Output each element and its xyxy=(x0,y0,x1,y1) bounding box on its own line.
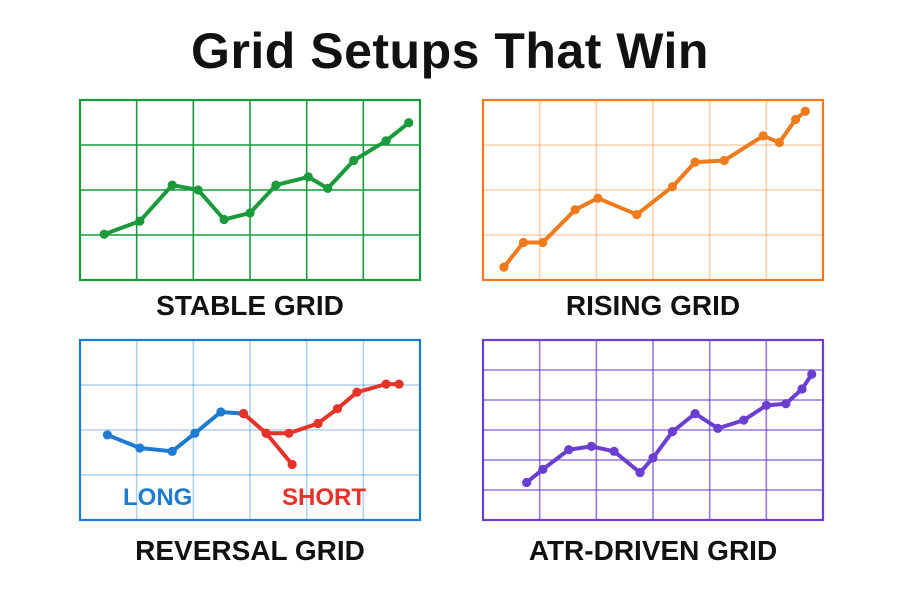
data-point xyxy=(719,155,729,166)
data-point xyxy=(394,379,404,389)
data-point xyxy=(313,418,323,429)
data-point xyxy=(349,155,359,166)
data-point xyxy=(635,468,645,478)
atr-driven-grid-svg xyxy=(481,338,825,522)
data-point xyxy=(323,183,333,193)
data-point xyxy=(193,185,203,195)
page-title: Grid Setups That Win xyxy=(191,23,709,79)
series-line xyxy=(264,431,295,467)
data-point xyxy=(332,404,343,414)
data-point xyxy=(713,423,723,433)
short-tag: SHORT xyxy=(282,484,366,511)
atr-driven-grid-chart xyxy=(481,338,825,522)
series-line xyxy=(102,120,411,237)
rising-grid-label: RISING GRID xyxy=(565,290,741,321)
data-point xyxy=(632,210,642,220)
data-point xyxy=(797,384,807,394)
reversal-grid-svg xyxy=(78,338,422,522)
data-point xyxy=(167,180,177,190)
data-point xyxy=(570,205,580,215)
data-point xyxy=(381,136,391,146)
data-point xyxy=(807,369,817,379)
rising-grid-chart xyxy=(481,98,825,282)
atr-driven-grid-label: ATR-DRIVEN GRID xyxy=(528,535,778,566)
reversal-grid-chart xyxy=(78,338,422,522)
data-point xyxy=(190,428,200,438)
data-point xyxy=(609,446,619,456)
data-point xyxy=(586,441,597,451)
data-point xyxy=(667,427,678,437)
data-point xyxy=(167,446,177,456)
rising-grid-svg xyxy=(481,98,825,282)
data-point xyxy=(404,118,414,128)
data-point xyxy=(245,208,255,218)
chart-border xyxy=(481,98,825,282)
data-point xyxy=(99,229,109,239)
data-point xyxy=(238,409,249,419)
data-point xyxy=(781,399,791,409)
data-point xyxy=(648,453,658,463)
data-point xyxy=(135,443,145,453)
data-point xyxy=(352,387,362,397)
series-line xyxy=(524,372,814,485)
data-point xyxy=(284,428,294,438)
data-point xyxy=(271,180,281,190)
chart-border xyxy=(481,338,825,522)
series-line xyxy=(105,409,246,454)
data-point xyxy=(499,262,509,272)
data-point xyxy=(564,445,574,455)
data-point xyxy=(538,464,548,474)
data-point xyxy=(216,407,226,417)
data-point xyxy=(667,182,678,192)
data-point xyxy=(790,114,801,125)
data-point xyxy=(135,216,145,226)
data-point xyxy=(261,428,271,438)
data-point xyxy=(219,214,229,225)
data-point xyxy=(758,131,768,141)
data-point xyxy=(593,193,603,203)
data-point xyxy=(774,137,784,148)
data-point xyxy=(800,106,810,116)
stable-grid-label: STABLE GRID xyxy=(156,290,344,321)
reversal-grid-label: REVERSAL GRID xyxy=(135,535,365,566)
data-point xyxy=(102,430,113,440)
series-line xyxy=(241,411,321,436)
stable-grid-chart xyxy=(78,98,422,282)
data-point xyxy=(518,237,528,248)
data-point xyxy=(538,237,548,248)
stable-grid-svg xyxy=(78,98,422,282)
data-point xyxy=(287,459,297,470)
long-tag: LONG xyxy=(123,484,193,511)
data-point xyxy=(690,409,700,419)
chart-border xyxy=(78,98,422,282)
data-point xyxy=(761,400,771,410)
chart-border xyxy=(78,338,422,522)
data-point xyxy=(690,157,700,167)
data-point xyxy=(739,415,749,425)
data-point xyxy=(381,379,391,389)
data-point xyxy=(303,172,313,182)
data-point xyxy=(522,477,532,488)
